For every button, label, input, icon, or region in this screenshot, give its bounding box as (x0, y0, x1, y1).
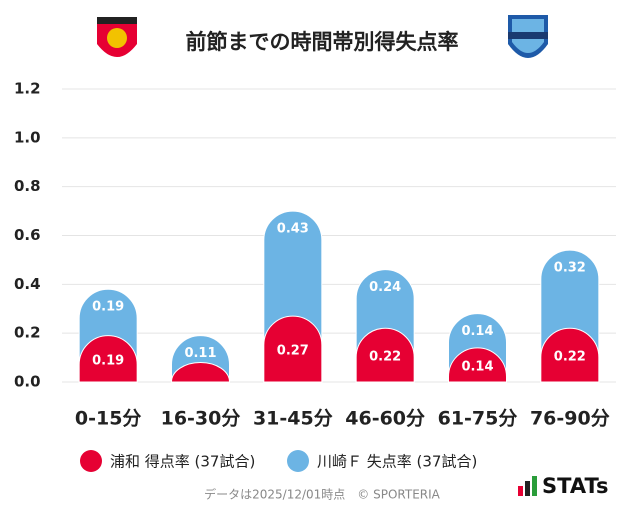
legend-swatch (287, 450, 309, 472)
bar-segment (170, 362, 231, 383)
x-tick-label: 61-75分 (438, 408, 518, 430)
y-tick-label: 0.4 (14, 275, 41, 293)
value-label: 0.19 (92, 300, 124, 315)
x-tick-label: 31-45分 (253, 408, 333, 430)
value-label: 0.22 (554, 350, 586, 365)
y-tick-label: 1.0 (14, 128, 41, 146)
y-tick-label: 0.6 (14, 226, 41, 244)
y-tick-label: 0.0 (14, 373, 41, 391)
legend-label: 浦和 得点率 (37試合) (110, 453, 255, 471)
bar-segment (448, 347, 507, 383)
value-label: 0.43 (277, 222, 309, 237)
bar-segment (540, 327, 600, 383)
y-tick-label: 1.2 (14, 80, 41, 98)
value-label: 0.11 (184, 346, 216, 361)
x-tick-label: 16-30分 (161, 408, 241, 430)
value-label: 0.19 (92, 353, 124, 368)
x-tick-label: 46-60分 (345, 408, 425, 430)
legend-swatch (80, 450, 102, 472)
value-label: 0.32 (554, 261, 586, 276)
chart-title: 前節までの時間帯別得失点率 (186, 30, 459, 54)
value-label: 0.14 (461, 359, 493, 374)
brand-logo: STATs (518, 474, 608, 498)
value-label: 0.14 (461, 324, 493, 339)
value-label: 0.27 (277, 344, 309, 359)
value-label: 0.22 (369, 350, 401, 365)
y-tick-label: 0.2 (14, 324, 41, 342)
bar-segment (78, 335, 138, 383)
y-tick-label: 0.8 (14, 177, 41, 195)
value-label: 0.24 (369, 280, 401, 295)
bar-segment (263, 315, 323, 383)
footnote: データは2025/12/01時点 © SPORTERIA (204, 487, 441, 502)
bar-segment (355, 327, 415, 383)
home-logo (97, 17, 137, 57)
x-tick-label: 0-15分 (75, 408, 142, 430)
brand: STATs (542, 474, 608, 498)
legend-label: 川崎Ｆ 失点率 (37試合) (317, 453, 477, 471)
x-tick-label: 76-90分 (530, 408, 610, 430)
away-logo (508, 15, 548, 58)
